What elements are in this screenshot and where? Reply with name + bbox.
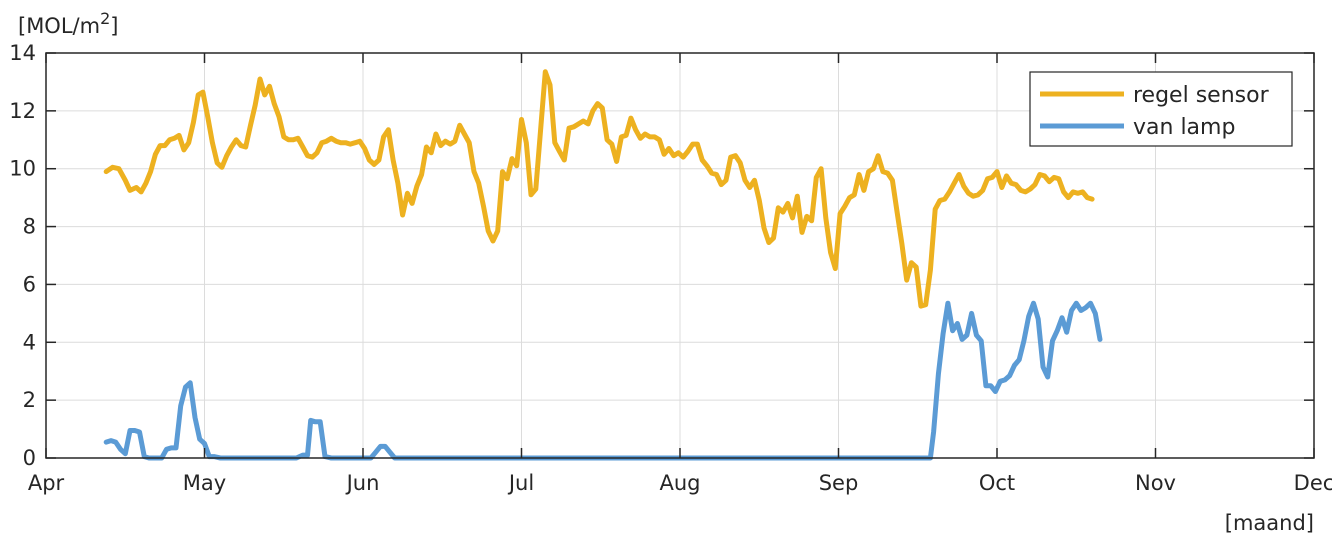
x-tick-label: Nov [1135,471,1176,495]
series-line-regel-sensor [103,69,1095,309]
y-tick-label: 10 [9,157,36,181]
y-axis-label: [MOL/m2] [18,9,118,38]
x-tick-label: Sep [819,471,859,495]
y-tick-label: 12 [9,99,36,123]
y-tick-label: 4 [23,330,36,354]
x-tick-label: Apr [28,471,65,495]
y-axis-label-superscript: 2 [100,9,110,28]
x-tick-label: Jun [345,471,380,495]
x-tick-label: Jul [507,471,534,495]
tick-marks [45,52,1315,459]
y-tick-label: 14 [9,41,36,65]
legend: regel sensor van lamp [1029,71,1293,147]
x-tick-label: Aug [659,471,700,495]
y-tick-label: 2 [23,388,36,412]
x-tick-label: Oct [979,471,1015,495]
x-tick-label: Dec [1294,471,1332,495]
x-axis-label: [maand] [1225,511,1314,534]
legend-box [1029,71,1293,147]
y-tick-label: 6 [23,272,36,296]
legend-label-regel-sensor: regel sensor [1133,83,1270,108]
y-tick-label: 8 [23,215,36,239]
y-tick-label: 0 [23,446,36,470]
x-tick-labels: Apr May Jun Jul Aug Sep Oct Nov Dec [28,471,1332,495]
legend-label-van-lamp: van lamp [1133,115,1235,140]
x-tick-label: May [183,471,226,495]
y-tick-labels: 0 2 4 6 8 10 12 14 [9,41,36,470]
